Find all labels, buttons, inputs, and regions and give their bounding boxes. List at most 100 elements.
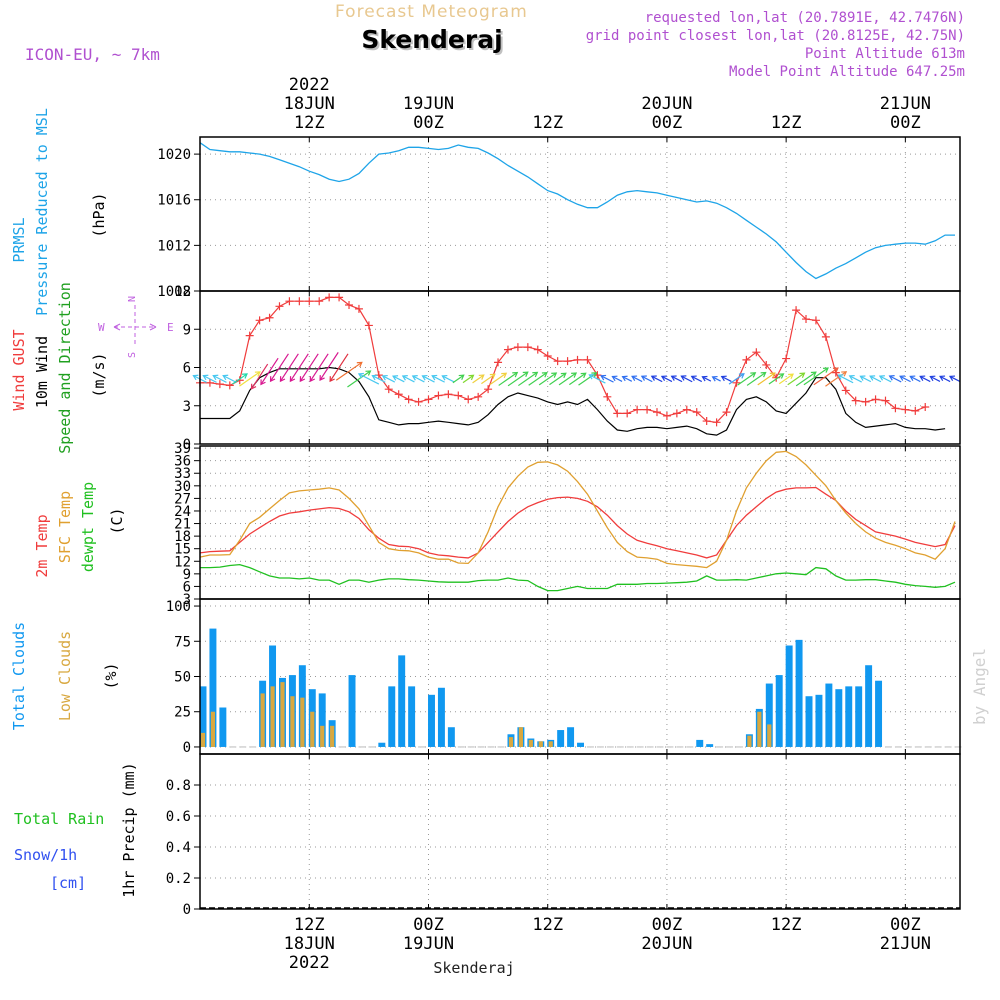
low-cloud-bar [538, 741, 543, 747]
wind-arrow-head [421, 374, 428, 381]
snow-label: Snow/1h [14, 846, 77, 864]
total-cloud-bar [845, 686, 853, 747]
wind-arrow [702, 376, 712, 382]
bottom-time-label: 12Z [294, 915, 325, 935]
y-tick-label: 21 [174, 517, 191, 533]
wind-arrow-head [738, 373, 745, 379]
y-tick-label: 6 [183, 579, 191, 595]
total-cloud-bar [865, 665, 873, 747]
wind-arrow-head [670, 375, 677, 381]
cloud-bars [199, 628, 962, 748]
wind-arrow [402, 375, 415, 383]
top-time-label: 00Z [890, 113, 921, 133]
wind-arrow [746, 372, 766, 386]
wind-arrow-head [600, 374, 607, 381]
gust-marker [583, 355, 592, 364]
y-tick-label: 33 [174, 466, 191, 482]
y-tick-label: 0 [183, 740, 191, 756]
sfc-temp-label: SFC Temp [56, 491, 74, 563]
gust-marker [811, 316, 820, 325]
gust-marker [603, 392, 612, 401]
bottom-time-label: 00Z [413, 915, 444, 935]
wind-arrow-head [929, 375, 936, 382]
y-tick-label: 30 [174, 479, 191, 495]
total-cloud-bar [209, 628, 217, 747]
bottom-time-label: 12Z [771, 915, 802, 935]
low-cloud-bar [210, 711, 216, 747]
wind-arrow-head [212, 374, 219, 381]
bottom-time-label: 00Z [652, 915, 683, 935]
total-cloud-bar [795, 639, 803, 747]
wind-arrow-head [309, 376, 316, 383]
wind-arrow [622, 376, 633, 382]
point-altitude: Point Altitude 613m [805, 46, 965, 62]
top-title: Forecast Meteogram [335, 2, 528, 22]
wind-arrow [392, 375, 405, 383]
gust-marker [215, 380, 224, 389]
wind-arrow-head [365, 370, 372, 376]
low-cloud-bar [290, 696, 295, 747]
gust-marker [444, 390, 453, 399]
wind-arrow [869, 375, 882, 383]
wind-arrow-head [859, 375, 866, 381]
wind-arrow-head [551, 372, 558, 378]
wind-arrow-head [560, 372, 567, 379]
y-tick-label: 25 [174, 705, 191, 721]
wind-arrow-head [401, 375, 408, 381]
panel-frame [199, 290, 961, 445]
total-cloud-bar [835, 689, 843, 747]
wind-arrow [270, 353, 289, 382]
top-time-label: 12Z [771, 113, 802, 133]
wind-arrow-head [832, 367, 839, 373]
total-cloud-bar [805, 696, 813, 747]
gust-marker [841, 386, 850, 395]
wind-arrow [825, 371, 847, 387]
wind-arrow-head [848, 374, 855, 381]
total-cloud-bar [825, 683, 833, 747]
wind-unit: (m/s) [90, 352, 108, 397]
gust-marker [494, 358, 503, 367]
gust-marker [702, 417, 711, 426]
wind-arrow [309, 353, 329, 382]
wind-arrow [889, 375, 902, 383]
wind-arrow [239, 371, 261, 387]
total-cloud-bar [567, 727, 575, 747]
wind-arrow [452, 374, 465, 384]
wind-arrow [712, 376, 721, 382]
wind-arrow [919, 375, 931, 383]
wind-arrow [329, 353, 349, 382]
total-cloud-bar [388, 686, 396, 747]
y-tick-label: 3 [183, 399, 191, 415]
total-cloud-bar [775, 675, 783, 747]
wind-arrow [335, 361, 363, 381]
y-tick-label: 50 [174, 670, 191, 686]
grid-point-coords: grid point closest lon,lat (20.8125E, 42… [586, 28, 965, 44]
y-tick-label: 1020 [157, 147, 191, 163]
total-cloud-bar [696, 739, 704, 747]
y-tick-label: 100 [166, 599, 191, 615]
wind-arrow [879, 375, 892, 383]
y-tick-label: 0.4 [166, 840, 191, 856]
gust-marker [364, 321, 373, 330]
low-cloud-bar [528, 739, 533, 747]
pressure-line [199, 142, 955, 280]
wind-arrow [728, 373, 745, 385]
wind-arrow [795, 371, 817, 387]
wind-arrow [289, 353, 309, 382]
compass-n: N [127, 296, 138, 302]
wind-arrow [721, 375, 732, 382]
wind-arrow-head [837, 374, 844, 380]
wind-arrow [489, 372, 507, 386]
gust-marker [543, 352, 552, 361]
snow-unit-label: [cm] [50, 874, 86, 892]
wind-arrow-head [588, 373, 595, 380]
wind-arrow-head [269, 376, 276, 383]
wind-10m-label: 10m Wind [33, 336, 51, 408]
gust-marker [245, 331, 254, 340]
compass-s: S [127, 352, 138, 358]
gust-marker [513, 343, 522, 352]
wind-arrow [442, 375, 455, 383]
total-rain-label: Total Rain [14, 810, 104, 828]
wind-arrow-head [939, 375, 946, 381]
wind-arrow-head [810, 371, 817, 377]
